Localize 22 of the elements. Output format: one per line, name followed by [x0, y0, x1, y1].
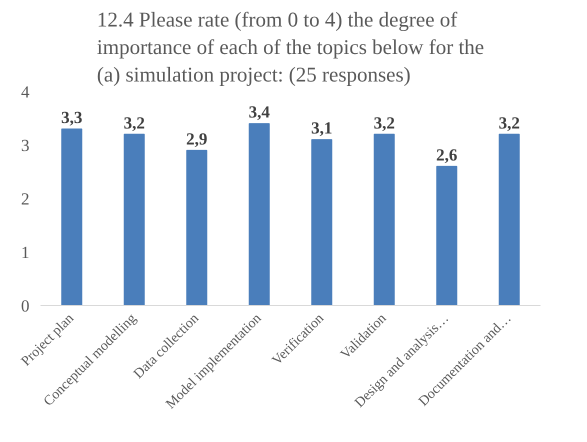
- data-label: 3,2: [124, 113, 145, 132]
- y-tick-label: 3: [21, 136, 30, 155]
- y-tick-label: 2: [21, 190, 30, 208]
- bar: [61, 128, 82, 306]
- chart-title: 12.4 Please rate (from 0 to 4) the degree of importance of each of the topics below for the (a) simulation project: (25 responses): [96, 7, 484, 86]
- bar: [436, 166, 458, 306]
- data-label: 3,1: [311, 118, 332, 138]
- data-label: 3,4: [248, 102, 270, 122]
- bar: [124, 134, 145, 306]
- data-label: 2,9: [186, 129, 208, 148]
- data-label: 2,6: [436, 145, 458, 164]
- data-label: 3,3: [61, 108, 82, 127]
- data-label: 3,2: [374, 113, 395, 132]
- bar: [248, 123, 270, 306]
- bar: [311, 139, 332, 306]
- y-tick-label: 0: [21, 296, 30, 316]
- y-tick-label: 1: [21, 243, 30, 262]
- data-label: 3,2: [498, 113, 520, 132]
- bar: [186, 150, 208, 306]
- y-tick-label: 4: [21, 82, 30, 102]
- bar: [498, 134, 520, 306]
- bar: [374, 134, 395, 306]
